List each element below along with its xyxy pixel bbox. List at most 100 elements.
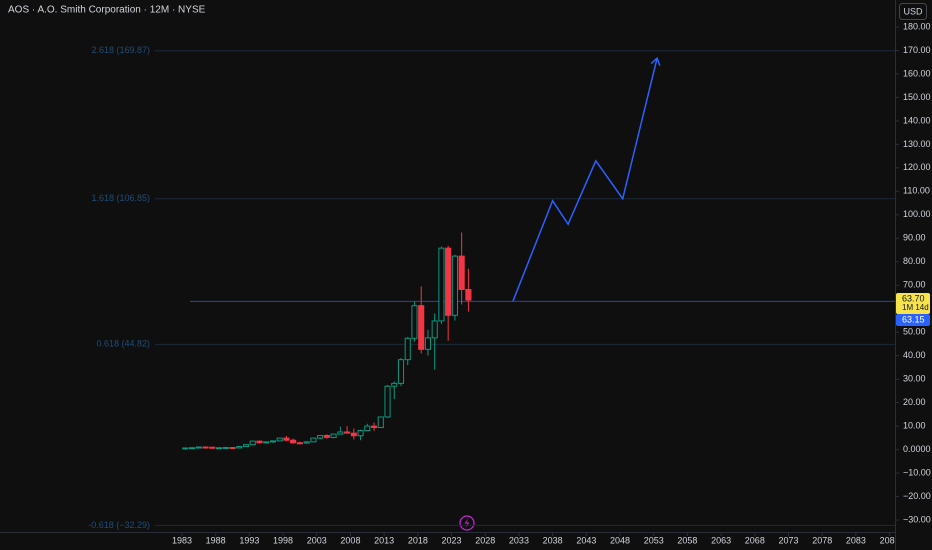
candle bbox=[296, 441, 303, 445]
candle-body bbox=[202, 446, 209, 449]
candle bbox=[310, 437, 317, 443]
candle bbox=[229, 446, 236, 449]
candle-body bbox=[236, 446, 243, 449]
candle bbox=[438, 246, 445, 324]
candle-body bbox=[296, 442, 303, 445]
projection-arrowhead bbox=[650, 56, 661, 66]
candle bbox=[377, 416, 384, 429]
candle-body bbox=[189, 447, 196, 450]
y-tick-label: 170.00 bbox=[903, 45, 931, 55]
y-tick-label: 120.00 bbox=[903, 162, 931, 172]
currency-button[interactable] bbox=[899, 3, 927, 20]
y-tick-label: 140.00 bbox=[903, 115, 931, 125]
candle-body bbox=[330, 433, 337, 438]
y-tick-label: 0.0000 bbox=[903, 444, 931, 454]
y-tick-label: −10.00 bbox=[903, 467, 931, 477]
candle-body bbox=[215, 447, 223, 450]
y-tick-label: 70.00 bbox=[903, 280, 926, 290]
candle-body bbox=[323, 435, 330, 438]
candle-body bbox=[229, 446, 236, 449]
candle-body bbox=[465, 288, 472, 301]
currency-label[interactable]: USD bbox=[903, 6, 923, 16]
candle bbox=[411, 301, 418, 342]
events-circle[interactable] bbox=[459, 515, 475, 531]
y-tick-label: 30.00 bbox=[903, 374, 926, 384]
candle-body bbox=[290, 439, 297, 444]
x-tick-label: 2078 bbox=[812, 535, 832, 545]
last-price-box bbox=[896, 293, 930, 315]
candle bbox=[370, 422, 378, 431]
candle-body bbox=[303, 441, 310, 444]
candle-body bbox=[458, 255, 465, 290]
x-tick-label: 2058 bbox=[677, 535, 697, 545]
candle bbox=[445, 245, 452, 341]
x-tick-label: 2008 bbox=[340, 535, 360, 545]
candle bbox=[202, 446, 209, 449]
x-tick-label: 2088 bbox=[880, 535, 900, 545]
candle bbox=[364, 423, 371, 432]
y-tick-label: 10.00 bbox=[903, 420, 926, 430]
candle-body bbox=[418, 305, 425, 350]
y-tick-label: −20.00 bbox=[903, 491, 931, 501]
candle bbox=[236, 446, 243, 449]
x-tick-label: 2028 bbox=[475, 535, 495, 545]
y-tick-label: 100.00 bbox=[903, 209, 931, 219]
candle bbox=[317, 435, 324, 440]
candle-body bbox=[310, 437, 317, 443]
candle bbox=[189, 447, 196, 450]
events-icon[interactable] bbox=[459, 515, 475, 531]
x-tick-label: 2018 bbox=[408, 535, 428, 545]
candle-body bbox=[344, 431, 351, 434]
candle-body bbox=[317, 435, 324, 439]
candle-body bbox=[431, 320, 438, 339]
candle bbox=[242, 444, 250, 448]
candle-body bbox=[249, 440, 256, 446]
y-tick-label: 80.00 bbox=[903, 256, 926, 266]
candle bbox=[269, 440, 277, 443]
projection-line bbox=[512, 58, 658, 302]
candle-body bbox=[283, 437, 290, 441]
candle bbox=[451, 254, 458, 321]
candle-body bbox=[222, 446, 229, 449]
candle-body bbox=[256, 440, 263, 444]
candle-body bbox=[357, 430, 364, 437]
plot-area bbox=[155, 50, 895, 526]
candle-body bbox=[370, 425, 378, 429]
candle bbox=[215, 447, 223, 450]
events-bolt[interactable] bbox=[464, 518, 470, 528]
price-line-label: 63.15 bbox=[902, 314, 925, 324]
x-tick-label: 2083 bbox=[846, 535, 866, 545]
chart-title: AOS · A.O. Smith Corporation · 12M · NYS… bbox=[8, 5, 206, 16]
candle-body bbox=[337, 431, 344, 435]
x-tick-label: 1998 bbox=[273, 535, 293, 545]
candle bbox=[391, 381, 398, 400]
y-tick-label: 130.00 bbox=[903, 139, 931, 149]
candle bbox=[344, 426, 351, 434]
x-tick-label: 2038 bbox=[543, 535, 563, 545]
x-tick-label: 1988 bbox=[206, 535, 226, 545]
y-tick-label: 110.00 bbox=[903, 186, 930, 196]
candle bbox=[418, 286, 425, 354]
x-tick-label: 2033 bbox=[509, 535, 529, 545]
countdown-label: 1M 14d bbox=[902, 303, 929, 312]
candle-body bbox=[364, 425, 371, 432]
y-tick-label: 90.00 bbox=[903, 233, 926, 243]
price-line-box bbox=[896, 314, 930, 327]
candle-body bbox=[384, 385, 391, 418]
candle bbox=[404, 336, 411, 366]
x-tick-label: 1993 bbox=[239, 535, 259, 545]
candle bbox=[182, 447, 189, 450]
candle bbox=[357, 429, 364, 441]
candle bbox=[283, 435, 290, 442]
fib-label: 1.618 (106.85) bbox=[91, 193, 150, 203]
x-tick-label: 2043 bbox=[576, 535, 596, 545]
candle bbox=[263, 441, 270, 444]
candle-body bbox=[263, 441, 270, 444]
candle bbox=[350, 428, 357, 440]
candle bbox=[256, 440, 263, 444]
candle bbox=[465, 268, 472, 312]
y-tick-label: 40.00 bbox=[903, 350, 926, 360]
candle-body bbox=[195, 446, 202, 449]
